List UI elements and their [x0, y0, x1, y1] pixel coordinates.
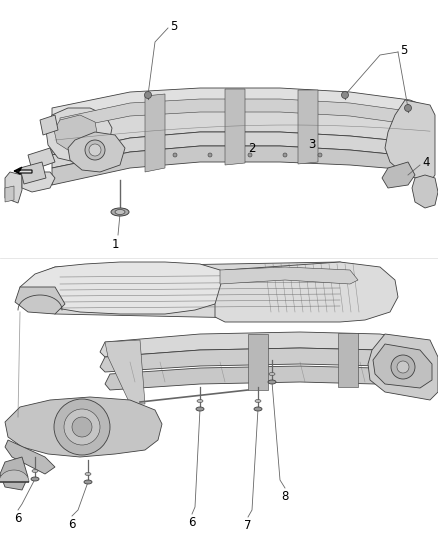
Ellipse shape [197, 400, 203, 402]
Polygon shape [105, 340, 145, 404]
Circle shape [318, 153, 322, 157]
Text: 4: 4 [422, 157, 430, 169]
Polygon shape [38, 262, 360, 320]
Polygon shape [100, 348, 435, 374]
Polygon shape [52, 88, 430, 122]
Ellipse shape [32, 470, 38, 472]
Polygon shape [105, 366, 428, 390]
Circle shape [208, 153, 212, 157]
Polygon shape [215, 262, 398, 322]
Circle shape [391, 355, 415, 379]
Polygon shape [20, 262, 228, 314]
Ellipse shape [84, 480, 92, 484]
Circle shape [248, 153, 252, 157]
Polygon shape [54, 115, 98, 150]
Polygon shape [385, 100, 435, 182]
Text: 3: 3 [308, 139, 316, 151]
Polygon shape [145, 94, 165, 172]
Circle shape [85, 140, 105, 160]
Polygon shape [52, 102, 430, 155]
Polygon shape [5, 186, 14, 202]
Circle shape [64, 409, 100, 445]
Text: 1: 1 [111, 238, 119, 251]
Text: 8: 8 [281, 490, 289, 503]
Text: 5: 5 [170, 20, 177, 34]
Polygon shape [100, 332, 435, 358]
Ellipse shape [268, 380, 276, 384]
Ellipse shape [254, 407, 262, 411]
Polygon shape [22, 172, 55, 192]
Polygon shape [5, 172, 22, 203]
Polygon shape [5, 440, 55, 474]
Ellipse shape [85, 472, 91, 475]
Text: 6: 6 [14, 512, 22, 525]
Ellipse shape [31, 477, 39, 481]
Polygon shape [52, 132, 430, 168]
Polygon shape [382, 162, 415, 188]
Circle shape [89, 144, 101, 156]
Polygon shape [220, 267, 358, 284]
Polygon shape [0, 470, 29, 482]
Polygon shape [5, 397, 162, 457]
Ellipse shape [269, 373, 275, 376]
Text: 6: 6 [68, 518, 76, 531]
Polygon shape [60, 99, 415, 130]
Ellipse shape [255, 400, 261, 402]
Polygon shape [15, 287, 65, 314]
Polygon shape [412, 175, 438, 208]
Polygon shape [0, 457, 28, 490]
Ellipse shape [196, 407, 204, 411]
Circle shape [397, 361, 409, 373]
Circle shape [173, 153, 177, 157]
Polygon shape [46, 108, 112, 162]
Polygon shape [40, 115, 58, 135]
Circle shape [283, 153, 287, 157]
Text: 6: 6 [188, 516, 196, 529]
Circle shape [405, 104, 411, 111]
Text: 2: 2 [248, 141, 256, 155]
Polygon shape [225, 89, 245, 165]
Polygon shape [20, 162, 46, 184]
Circle shape [342, 92, 349, 99]
Polygon shape [18, 167, 32, 173]
Circle shape [145, 92, 152, 99]
Ellipse shape [111, 208, 129, 216]
Polygon shape [368, 334, 438, 400]
Ellipse shape [115, 209, 125, 214]
Polygon shape [68, 132, 125, 172]
Text: 7: 7 [244, 519, 252, 532]
Polygon shape [298, 90, 318, 164]
Circle shape [54, 399, 110, 455]
Polygon shape [28, 148, 55, 170]
Polygon shape [248, 334, 268, 390]
Text: 5: 5 [400, 44, 407, 56]
Polygon shape [52, 146, 430, 185]
Circle shape [72, 417, 92, 437]
Polygon shape [373, 344, 432, 388]
Polygon shape [338, 333, 358, 387]
